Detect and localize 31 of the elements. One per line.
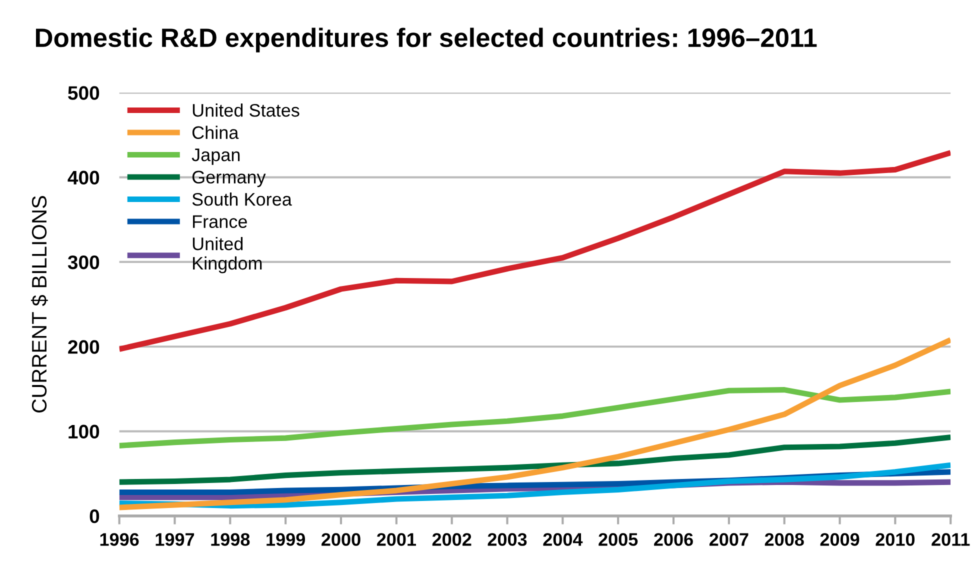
legend-label: Japan [192,148,240,165]
x-tick-label: 2004 [543,533,583,546]
legend-label: France [193,215,247,228]
x-tick-label: 2002 [432,533,472,546]
x-tick-label: 2009 [820,533,860,546]
x-tick-label: 2010 [876,533,915,546]
x-tick-label: 2000 [322,533,360,546]
legend-label: China [192,126,239,140]
y-tick-label: 300 [68,255,100,270]
y-tick-label: 0 [90,509,100,524]
x-tick-label: 2003 [488,533,527,546]
x-tick-label: 1997 [156,533,194,546]
x-tick-label: 2005 [598,533,638,546]
x-tick-label: 2011 [932,533,970,546]
legend-label: South Korea [192,192,292,206]
x-tick-label: 2001 [376,533,416,546]
x-tick-label: 2007 [709,533,748,546]
y-tick-label: 200 [68,340,100,354]
x-tick-label: 2006 [654,533,693,546]
legend-label: Germany [192,170,266,188]
x-tick-label: 2008 [764,533,804,546]
x-tick-label: 1996 [100,533,139,546]
x-tick-label: 1998 [211,533,250,546]
y-tick-label: 500 [68,86,100,100]
legend-label: United States [192,103,300,117]
chart-title: Domestic R&D expenditures for selected countries: 1996–2011 [36,28,817,52]
y-tick-label: 100 [68,424,100,439]
x-tick-label: 1999 [266,533,305,546]
legend-label: United Kingdom [192,236,262,274]
y-axis-title: CURRENT $ BILLIONS [31,196,48,412]
y-tick-label: 400 [68,170,100,185]
